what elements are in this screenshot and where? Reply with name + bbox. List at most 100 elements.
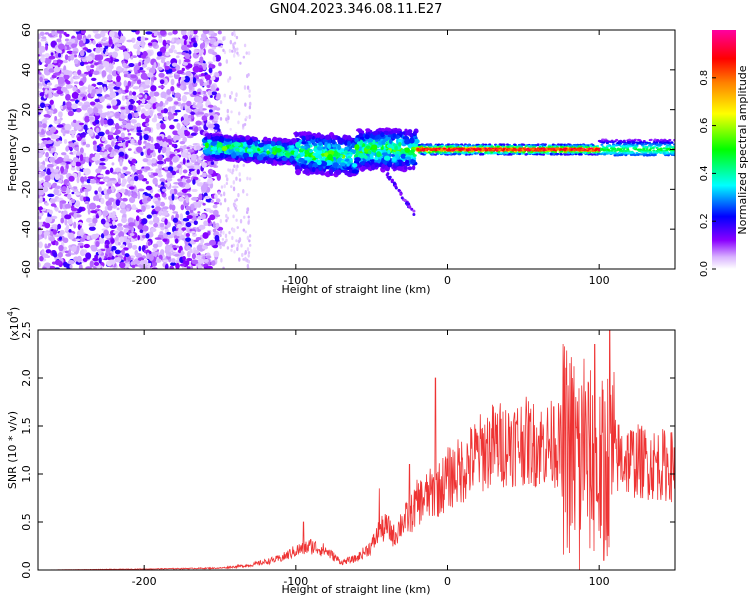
- heatmap-cell: [146, 249, 150, 253]
- heatmap-cell: [182, 256, 186, 261]
- heatmap-cell: [74, 76, 81, 80]
- heatmap-cell: [126, 122, 132, 130]
- heatmap-cell: [103, 119, 108, 125]
- heatmap-cell: [95, 135, 100, 140]
- heatmap-cell: [178, 196, 185, 202]
- heatmap-cell: [233, 41, 237, 45]
- heatmap-cell: [180, 30, 187, 36]
- heatmap-cell: [106, 105, 112, 109]
- heatmap-cell: [144, 94, 148, 99]
- heatmap-cell: [219, 244, 222, 250]
- heatmap-cell: [214, 160, 219, 165]
- heatmap-cell: [288, 145, 295, 149]
- heatmap-cell: [289, 155, 294, 162]
- heatmap-cell: [109, 56, 114, 64]
- heatmap-cell: [165, 157, 173, 162]
- heatmap-cell: [262, 156, 268, 161]
- heatmap-cell: [46, 140, 53, 145]
- heatmap-cell: [154, 237, 162, 240]
- heatmap-cell: [105, 244, 110, 249]
- heatmap-cell: [107, 85, 111, 89]
- heatmap-cell: [123, 256, 127, 262]
- heatmap-cell: [185, 210, 190, 216]
- heatmap-cell: [322, 146, 326, 150]
- heatmap-cell: [183, 144, 187, 150]
- heatmap-cell: [46, 168, 51, 175]
- heatmap-cell: [181, 44, 188, 51]
- heatmap-cell: [301, 135, 306, 142]
- heatmap-cell: [130, 119, 137, 124]
- heatmap-cell: [206, 98, 210, 106]
- heatmap-cell: [73, 256, 80, 262]
- heatmap-cell: [103, 86, 107, 93]
- heatmap-cell: [210, 33, 215, 37]
- heatmap-cell: [174, 92, 182, 99]
- heatmap-cell: [155, 251, 159, 255]
- heatmap-cell: [105, 247, 111, 255]
- heatmap-cell: [75, 125, 82, 131]
- heatmap-cell: [70, 77, 74, 84]
- heatmap-cell: [62, 105, 67, 110]
- heatmap-cell: [141, 218, 148, 225]
- heatmap-cell: [183, 118, 190, 126]
- heatmap-cell: [185, 237, 191, 242]
- heatmap-cell: [192, 104, 197, 109]
- heatmap-cell: [79, 93, 86, 97]
- heatmap-cell: [403, 165, 408, 171]
- heatmap-cell: [96, 93, 103, 97]
- heatmap-cell: [148, 253, 154, 262]
- heatmap-cell: [153, 31, 158, 37]
- heatmap-cell: [214, 234, 220, 242]
- heatmap-cell: [129, 232, 135, 237]
- heatmap-cell: [50, 226, 54, 230]
- heatmap-cell: [138, 245, 142, 252]
- heatmap-cell: [62, 101, 66, 107]
- heatmap-cell: [140, 151, 144, 157]
- heatmap-cell: [390, 179, 394, 183]
- heatmap-cell: [143, 130, 150, 134]
- heatmap-cell: [122, 127, 127, 131]
- heatmap-cell: [49, 99, 54, 105]
- heatmap-cell: [111, 138, 118, 142]
- heatmap-cell: [235, 166, 238, 172]
- heatmap-cell: [53, 234, 60, 238]
- heatmap-cell: [382, 138, 387, 143]
- heatmap-cell: [200, 90, 204, 95]
- heatmap-cell: [75, 161, 82, 167]
- heatmap-cell: [215, 222, 220, 229]
- heatmap-cell: [236, 47, 239, 51]
- heatmap-cell: [57, 118, 62, 123]
- heatmap-cell: [236, 246, 239, 252]
- heatmap-cell: [214, 193, 218, 200]
- heatmap-cell: [160, 91, 167, 99]
- heatmap-cell: [183, 231, 187, 238]
- heatmap-cell: [39, 31, 45, 37]
- heatmap-cell: [394, 185, 398, 189]
- heatmap-cell: [40, 170, 46, 177]
- heatmap-cell: [73, 81, 79, 85]
- heatmap-cell: [411, 165, 416, 171]
- heatmap-cell: [77, 109, 81, 113]
- heatmap-cell: [134, 238, 138, 242]
- heatmap-cell: [325, 159, 333, 166]
- heatmap-cell: [302, 131, 307, 137]
- heatmap-cell: [316, 146, 323, 151]
- heatmap-cell: [242, 123, 245, 128]
- heatmap-cell: [143, 249, 147, 254]
- heatmap-cell: [232, 214, 235, 219]
- heatmap-cell: [49, 126, 57, 133]
- heatmap-cell: [146, 57, 150, 64]
- heatmap-cell: [219, 202, 222, 206]
- heatmap-cell: [235, 35, 239, 40]
- heatmap-cell: [238, 172, 241, 177]
- heatmap-cell: [380, 132, 385, 138]
- heatmap-cell: [244, 230, 247, 234]
- heatmap-cell: [77, 69, 82, 75]
- heatmap-cell: [399, 192, 403, 196]
- heatmap-cell: [185, 221, 192, 228]
- heatmap-cell: [117, 223, 123, 227]
- heatmap-cell: [227, 156, 233, 160]
- heatmap-cell: [111, 148, 115, 156]
- heatmap-cell: [276, 140, 282, 146]
- heatmap-cell: [410, 207, 414, 211]
